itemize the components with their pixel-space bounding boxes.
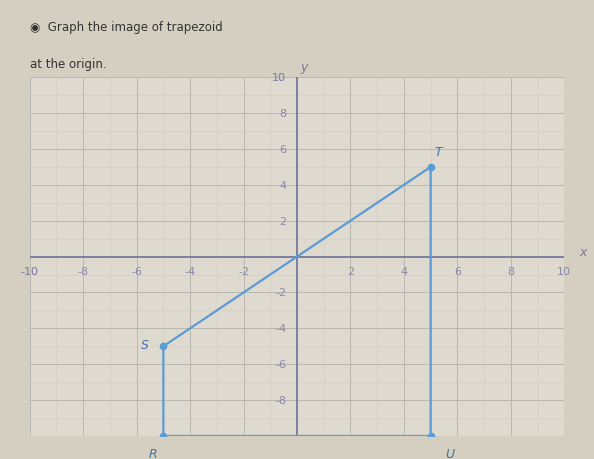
- Text: 2: 2: [279, 216, 286, 226]
- Text: -4: -4: [185, 266, 195, 276]
- Text: -2: -2: [238, 266, 249, 276]
- Text: -8: -8: [78, 266, 89, 276]
- Text: 6: 6: [454, 266, 461, 276]
- Text: -10: -10: [21, 266, 39, 276]
- Text: -6: -6: [131, 266, 142, 276]
- Text: -6: -6: [275, 359, 286, 369]
- Text: T: T: [435, 146, 443, 158]
- Text: -10: -10: [21, 266, 39, 276]
- Text: R: R: [148, 447, 157, 459]
- Text: ◉  Graph the image of trapezoid: ◉ Graph the image of trapezoid: [30, 21, 226, 34]
- Text: -2: -2: [275, 288, 286, 298]
- Text: 8: 8: [507, 266, 514, 276]
- Text: 4: 4: [279, 180, 286, 190]
- Text: 10: 10: [272, 73, 286, 83]
- Text: at the origin.: at the origin.: [30, 58, 106, 71]
- Text: 8: 8: [279, 109, 286, 119]
- Text: -4: -4: [275, 324, 286, 334]
- Text: 10: 10: [272, 73, 286, 83]
- Text: 10: 10: [557, 266, 571, 276]
- Text: 4: 4: [400, 266, 407, 276]
- Text: S: S: [141, 338, 148, 351]
- Text: -8: -8: [275, 395, 286, 405]
- Text: y: y: [300, 61, 307, 74]
- Text: U: U: [445, 447, 454, 459]
- Text: x: x: [579, 245, 587, 258]
- Text: 2: 2: [347, 266, 354, 276]
- Text: 6: 6: [279, 145, 286, 155]
